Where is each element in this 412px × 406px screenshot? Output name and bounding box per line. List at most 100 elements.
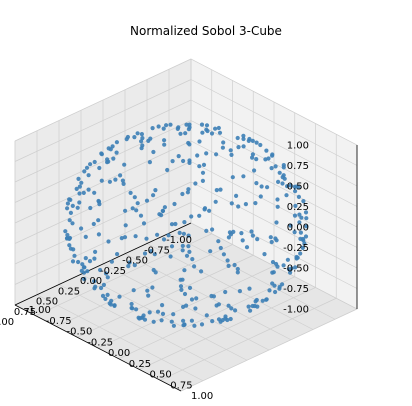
- data-point: [88, 162, 93, 167]
- data-point: [130, 206, 135, 211]
- data-point: [270, 153, 275, 158]
- data-point: [200, 170, 206, 175]
- data-point: [151, 319, 156, 324]
- data-point: [186, 187, 191, 192]
- data-point: [115, 252, 120, 257]
- grid-line: [190, 99, 358, 187]
- data-point: [259, 184, 264, 189]
- data-point: [93, 249, 98, 254]
- data-point: [258, 194, 263, 199]
- data-point: [201, 162, 207, 167]
- data-point: [289, 266, 294, 271]
- data-point: [194, 296, 199, 301]
- data-point: [225, 258, 230, 263]
- data-point: [254, 157, 259, 162]
- data-point: [105, 275, 110, 280]
- data-point: [260, 298, 265, 303]
- data-point: [184, 253, 190, 258]
- data-point: [170, 159, 175, 164]
- data-point: [223, 316, 228, 321]
- z-tick-label: -0.25: [283, 243, 309, 254]
- data-point: [248, 308, 253, 313]
- data-point: [298, 236, 303, 241]
- data-point: [299, 215, 304, 220]
- data-point: [151, 149, 156, 155]
- y-tick-label: 1.00: [191, 391, 213, 401]
- data-point: [258, 142, 263, 148]
- grid-line: [139, 287, 316, 370]
- data-point: [76, 259, 81, 265]
- data-point: [92, 159, 97, 165]
- data-point: [105, 160, 110, 165]
- data-point: [204, 228, 209, 233]
- data-point: [186, 233, 191, 238]
- data-point: [304, 224, 309, 229]
- data-point: [292, 213, 298, 218]
- data-point: [250, 155, 255, 160]
- data-point: [250, 233, 255, 238]
- data-point: [138, 213, 144, 218]
- data-point: [108, 147, 113, 152]
- data-point: [150, 126, 155, 131]
- data-point: [301, 199, 306, 204]
- data-point: [264, 148, 269, 153]
- data-point: [218, 187, 223, 192]
- data-point: [250, 152, 255, 157]
- data-point: [246, 304, 251, 309]
- data-point: [229, 152, 234, 157]
- data-point: [96, 218, 101, 223]
- grid-line: [80, 273, 248, 361]
- y-tick-label: 0.00: [108, 348, 130, 359]
- data-point: [77, 191, 82, 196]
- data-point: [151, 193, 156, 198]
- data-point: [209, 293, 214, 299]
- data-point: [133, 234, 138, 239]
- data-point: [181, 318, 186, 323]
- data-point: [204, 123, 210, 128]
- data-point: [107, 301, 112, 306]
- data-point: [288, 223, 293, 228]
- data-point: [169, 319, 174, 324]
- data-point: [177, 230, 182, 235]
- data-point: [234, 193, 239, 198]
- data-point: [117, 294, 122, 299]
- data-point: [159, 318, 164, 323]
- data-point: [122, 162, 127, 167]
- data-point: [186, 140, 191, 146]
- z-tick-label: 0.25: [287, 202, 309, 213]
- data-point: [168, 254, 173, 259]
- data-point: [293, 203, 298, 208]
- data-point: [111, 156, 116, 161]
- data-point: [230, 175, 235, 180]
- data-point: [169, 222, 175, 227]
- data-point: [155, 232, 160, 237]
- data-point: [82, 277, 87, 282]
- data-point: [294, 184, 299, 189]
- y-tick-label: -0.75: [46, 316, 72, 327]
- data-point: [139, 146, 144, 151]
- data-point: [180, 243, 185, 248]
- data-point: [195, 153, 200, 158]
- y-tick-label: 0.25: [129, 359, 151, 370]
- data-point: [150, 285, 155, 290]
- x-tick-label: 0.75: [14, 307, 36, 318]
- data-point: [274, 238, 279, 243]
- data-point: [288, 270, 293, 275]
- data-point: [178, 284, 184, 289]
- data-point: [264, 297, 269, 302]
- data-point: [156, 124, 161, 129]
- data-point: [182, 220, 187, 225]
- data-point: [81, 265, 86, 270]
- data-point: [171, 323, 176, 328]
- y-tick-label: -0.25: [87, 337, 113, 348]
- data-point: [144, 198, 150, 203]
- data-point: [91, 221, 96, 227]
- z-tick-label: -0.50: [283, 264, 309, 275]
- data-point: [140, 315, 145, 320]
- data-point: [98, 267, 103, 273]
- data-point: [96, 198, 101, 204]
- data-point: [254, 140, 259, 145]
- data-point: [171, 312, 176, 317]
- data-point: [187, 122, 192, 127]
- z-tick-label: 0.75: [287, 161, 309, 172]
